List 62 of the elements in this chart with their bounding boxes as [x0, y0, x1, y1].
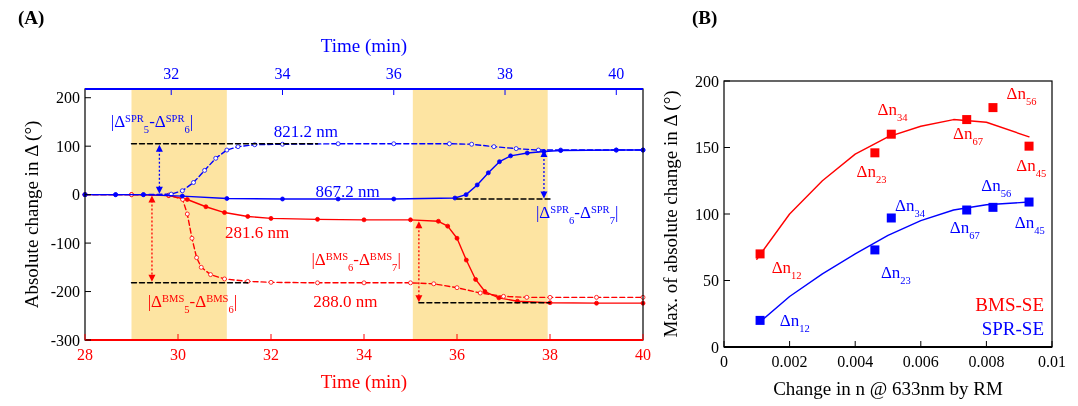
y-tick-label: 200	[695, 72, 719, 90]
point	[870, 245, 880, 255]
y-tick-label: 0	[72, 186, 80, 204]
x-tick-label: 34	[356, 346, 372, 363]
x-tick-label: 38	[542, 346, 558, 363]
annotation: 288.0 nm	[313, 291, 378, 311]
x-tick-label: 32	[263, 346, 279, 363]
y-tick-label: 100	[695, 205, 719, 223]
x-tick-label: 0.008	[968, 353, 1005, 370]
y-axis-title: Absolute change in Δ (°)	[21, 120, 43, 309]
x-tick-label: 0.002	[771, 353, 808, 370]
x2-tick-label: 38	[497, 65, 514, 82]
annotation: Δn$_{56}$	[1006, 83, 1037, 107]
y-tick-label: 200	[56, 89, 80, 107]
point	[870, 148, 880, 158]
y-tick-label: -200	[50, 283, 80, 301]
annotation: 867.2 nm	[315, 181, 380, 201]
y-axis-title: Max. of absolute change in Δ (°)	[660, 90, 682, 338]
x-tick-label: 0.01	[1038, 353, 1066, 370]
annotation: Δn$_{23}$	[880, 263, 911, 286]
text: SPR-SE	[981, 318, 1044, 339]
annotation: Δn$_{67}$	[953, 123, 984, 147]
x-axis-title: Change in n @ 633nm by RM	[773, 378, 1003, 399]
annotation: Δn$_{67}$	[949, 218, 980, 241]
point	[886, 213, 896, 223]
annotation: Δn$_{56}$	[981, 175, 1012, 199]
x-tick-label: 36	[449, 346, 465, 363]
chart-title: (A)	[18, 7, 45, 29]
x-tick-label: 0.006	[902, 353, 939, 370]
point	[988, 103, 998, 113]
x2-tick-label: 40	[608, 65, 625, 82]
y-tick-label: -300	[50, 331, 80, 349]
chart-title: (B)	[692, 7, 718, 29]
x-tick-label: 28	[77, 346, 93, 363]
point	[755, 315, 765, 325]
text: BMS-SE	[975, 294, 1044, 315]
x2-axis-title: Time (min)	[320, 35, 408, 57]
annotation: Δn$_{12}$	[771, 258, 802, 281]
y-tick-label: -100	[50, 234, 80, 252]
annotation: |Δ$^{BMS}$$_{5}$-Δ$^{BMS}$$_{6}$|	[147, 291, 238, 315]
annotation: 281.6 nm	[224, 222, 290, 242]
annotation: |Δ$^{BMS}$$_{6}$-Δ$^{BMS}$$_{7}$|	[311, 250, 401, 273]
annotation: |Δ$^{SPR}$$_{6}$-Δ$^{SPR}$$_{7}$|	[535, 203, 619, 226]
x-tick-label: 40	[635, 346, 651, 363]
annotation: Δn$_{23}$	[856, 162, 887, 185]
point	[1024, 141, 1034, 151]
x2-tick-label: 34	[274, 65, 291, 82]
annotation: Δn$_{34}$	[877, 99, 909, 123]
annotation: Δn$_{12}$	[779, 311, 810, 334]
x2-tick-label: 36	[385, 65, 402, 82]
x-tick-label: 30	[170, 346, 186, 363]
annotation: |Δ$^{SPR}$$_{5}$-Δ$^{SPR}$$_{6}$|	[110, 111, 194, 135]
annotation: Δn$_{45}$	[1016, 155, 1047, 179]
x2-tick-label: 32	[163, 65, 180, 82]
y-tick-label: 150	[695, 139, 719, 157]
x-tick-label: 0.004	[837, 353, 874, 370]
x-axis-title: Time (min)	[320, 371, 408, 393]
annotation: 821.2 nm	[273, 121, 338, 141]
y-tick-label: 50	[703, 272, 719, 290]
annotation: Δn$_{45}$	[1014, 212, 1045, 236]
y-tick-label: 100	[56, 137, 80, 155]
annotation: Δn$_{34}$	[894, 195, 926, 219]
